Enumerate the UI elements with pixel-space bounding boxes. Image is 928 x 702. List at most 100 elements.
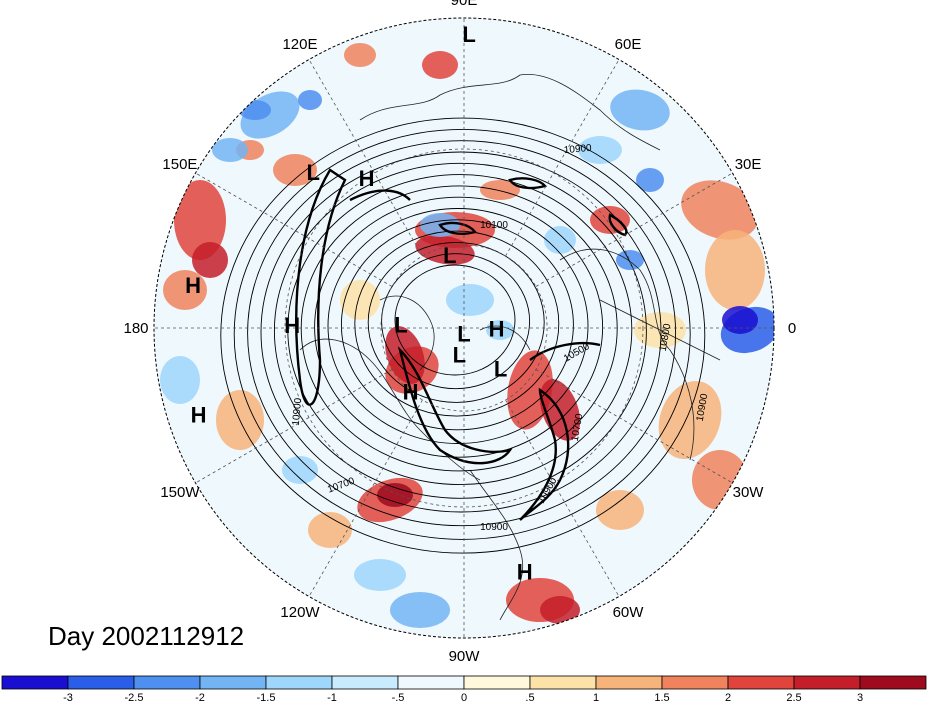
colorbar-swatch <box>199 675 267 690</box>
longitude-label: 90W <box>449 648 481 665</box>
anomaly-patch <box>705 230 765 310</box>
meridian <box>535 369 733 484</box>
anomaly-patch <box>308 512 352 548</box>
polar-map: 1090010100105001080010900107001090010700… <box>153 17 775 639</box>
colorbar-swatch <box>133 675 201 690</box>
map-border <box>153 17 775 639</box>
longitude-label: 150W <box>160 484 200 501</box>
anomaly-patch <box>616 250 644 270</box>
longitude-label: 150E <box>162 156 197 173</box>
contour-value-label: 10900 <box>291 397 304 426</box>
longitude-label: 120W <box>280 604 320 621</box>
meridian <box>505 59 620 257</box>
coastline <box>469 469 524 621</box>
colorbar-tick-label: 1 <box>593 692 599 702</box>
longitude-label: 180 <box>123 320 148 337</box>
anomaly-patch <box>692 450 748 510</box>
colorbar-tick-label: -.5 <box>392 692 405 702</box>
anomaly-patch <box>273 154 317 186</box>
contour-value-label: 10900 <box>480 522 508 533</box>
anomaly-patch <box>540 596 580 624</box>
height-contours <box>220 117 706 554</box>
anomaly-patch <box>486 320 514 340</box>
height-contour <box>367 241 545 403</box>
anomaly-patch <box>354 559 406 591</box>
anomaly-patch <box>192 242 228 278</box>
height-contour <box>381 253 531 390</box>
jet-contour <box>438 221 477 235</box>
meridian <box>195 172 393 287</box>
colorbar-swatch <box>1 675 69 690</box>
height-contour <box>327 208 589 444</box>
high-pressure-label: H <box>489 317 505 342</box>
colorbar-tick-label: 2 <box>725 692 731 702</box>
jet-contour <box>519 387 570 521</box>
contour-value-label: 10900 <box>563 143 592 156</box>
meridian <box>505 399 620 597</box>
longitude-label: 90E <box>451 0 478 9</box>
anomaly-patch <box>610 89 670 131</box>
anomaly-patch <box>480 180 520 200</box>
colorbar-swatch <box>397 675 465 690</box>
low-pressure-label: L <box>494 357 507 382</box>
longitude-label: 60W <box>613 604 645 621</box>
height-contour <box>394 264 516 376</box>
coastline <box>379 295 435 371</box>
day-label: Day 2002112912 <box>48 621 244 651</box>
colorbar-swatch <box>265 675 333 690</box>
colorbar-tick-label: -1 <box>327 692 337 702</box>
anomaly-patch <box>658 381 722 459</box>
colorbar-swatch <box>331 675 399 690</box>
colorbar-tick-label: -2 <box>195 692 205 702</box>
colorbar-swatch <box>661 675 729 690</box>
height-contour <box>314 196 604 458</box>
longitude-label: 60E <box>615 36 642 53</box>
anomaly-patch <box>282 456 318 484</box>
anomaly-patch <box>682 578 718 602</box>
longitude-label: 120E <box>282 36 317 53</box>
colorbar-tick-label: -2.5 <box>125 692 144 702</box>
low-pressure-label: L <box>394 313 407 338</box>
colorbar-tick-label: 2.5 <box>786 692 801 702</box>
anomaly-patch <box>544 226 576 254</box>
meridian <box>308 59 423 257</box>
colorbar-swatch <box>727 675 795 690</box>
high-pressure-label: H <box>191 402 207 427</box>
coastline <box>359 73 661 151</box>
colorbar-tick-label: -1.5 <box>257 692 276 702</box>
low-pressure-label: L <box>306 160 319 185</box>
height-contour <box>233 128 691 540</box>
low-pressure-label: L <box>462 22 475 47</box>
height-contour <box>273 162 647 499</box>
height-contour <box>340 219 574 431</box>
anomaly-patch <box>596 490 644 530</box>
anomaly-patch <box>340 280 380 320</box>
colorbar-tick-label: 1.5 <box>654 692 669 702</box>
colorbar-tick-label: .5 <box>525 692 534 702</box>
jet-contour <box>508 177 548 190</box>
anomaly-patch <box>298 90 322 110</box>
low-pressure-label: L <box>443 243 456 268</box>
colorbar-swatch <box>529 675 597 690</box>
colorbar-tick-label: 0 <box>461 692 467 702</box>
anomaly-patch <box>212 138 248 162</box>
latitude-circle <box>284 148 644 508</box>
anomaly-patch <box>160 356 200 404</box>
high-pressure-label: H <box>359 166 375 191</box>
graticule <box>154 18 774 638</box>
anomaly-patch <box>390 592 450 628</box>
contour-value-label: 10700 <box>570 412 586 442</box>
longitude-label: 0 <box>788 320 796 337</box>
height-contour <box>354 230 560 417</box>
high-pressure-label: H <box>185 273 201 298</box>
anomaly-patch <box>722 306 758 334</box>
anomaly-patch <box>446 284 494 316</box>
colorbar: -3 -2.5 -2 -1.5 -1 -.5 0 .5 1 1.5 2 2.5 3 <box>1 675 927 702</box>
latitude-circle <box>380 244 548 412</box>
longitude-label: 30E <box>735 156 762 173</box>
coastline <box>599 299 721 361</box>
colorbar-swatch <box>67 675 135 690</box>
jet-contour <box>349 189 411 202</box>
